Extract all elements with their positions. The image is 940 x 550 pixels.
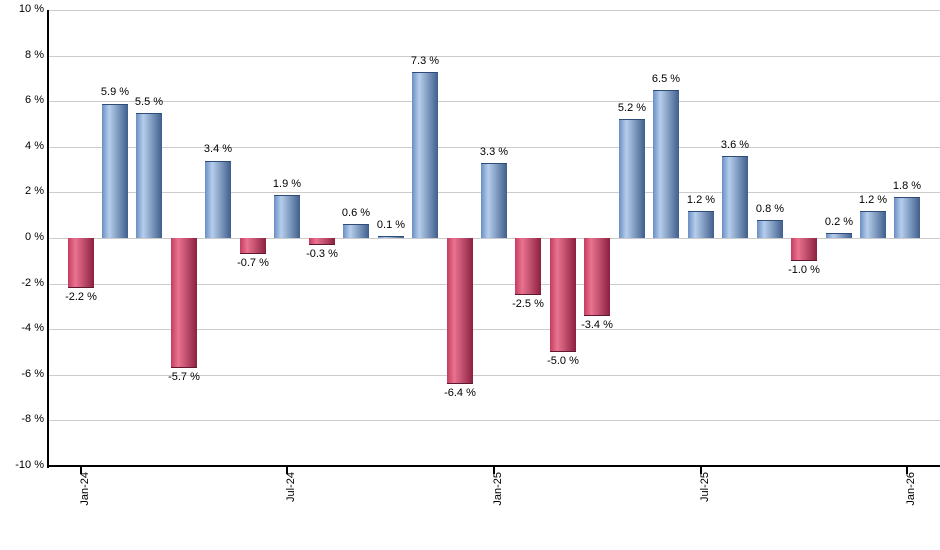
bar-value-label: 5.9 % xyxy=(100,86,130,98)
bar-value-label: -0.7 % xyxy=(237,257,269,269)
bar xyxy=(584,238,610,316)
bar xyxy=(481,162,507,238)
bar xyxy=(378,235,404,238)
bar xyxy=(136,112,162,238)
bar xyxy=(894,197,920,238)
bar xyxy=(791,238,817,261)
y-tick-label: -8 % xyxy=(21,413,44,425)
x-tick-mark xyxy=(493,467,495,474)
gridline xyxy=(48,375,940,376)
gridline xyxy=(48,420,940,421)
y-tick-label: 8 % xyxy=(25,49,44,61)
bar xyxy=(688,210,714,238)
y-tick-label: -10 % xyxy=(15,459,44,471)
bar-value-label: 5.5 % xyxy=(134,96,164,108)
x-tick-mark xyxy=(80,467,82,474)
bar-value-label: -5.7 % xyxy=(168,371,200,383)
bar xyxy=(171,238,197,368)
x-tick-label: Jan-26 xyxy=(905,472,917,506)
bar xyxy=(550,238,576,352)
bar xyxy=(412,71,438,238)
bar-value-label: 1.9 % xyxy=(272,178,302,190)
gridline xyxy=(48,284,940,285)
gridline xyxy=(48,101,940,102)
x-tick-mark xyxy=(700,467,702,474)
bar xyxy=(722,155,748,238)
bar-value-label: 6.5 % xyxy=(651,73,681,85)
bar xyxy=(274,194,300,238)
y-tick-label: 2 % xyxy=(25,185,44,197)
bar-value-label: 1.2 % xyxy=(858,194,888,206)
bar xyxy=(619,119,645,238)
bar-value-label: 0.2 % xyxy=(824,216,854,228)
bar-value-label: 5.2 % xyxy=(617,102,647,114)
bar-value-label: -6.4 % xyxy=(444,387,476,399)
bar-value-label: 3.4 % xyxy=(203,143,233,155)
bar xyxy=(757,219,783,238)
x-tick-mark xyxy=(906,467,908,474)
bar xyxy=(240,238,266,254)
bar xyxy=(826,233,852,238)
y-tick-label: 0 % xyxy=(25,231,44,243)
bar-value-label: 0.8 % xyxy=(755,203,785,215)
bar xyxy=(68,238,94,289)
bar-value-label: 1.8 % xyxy=(892,180,922,192)
y-tick-label: -4 % xyxy=(21,322,44,334)
x-axis-line xyxy=(47,465,940,467)
bar-value-label: 1.2 % xyxy=(686,194,716,206)
bar-value-label: 0.1 % xyxy=(376,219,406,231)
bar-value-label: 7.3 % xyxy=(410,55,440,67)
bar-value-label: 3.6 % xyxy=(720,139,750,151)
gridline xyxy=(48,329,940,330)
x-tick-label: Jan-25 xyxy=(492,472,504,506)
bar xyxy=(102,103,128,238)
bar-value-label: -1.0 % xyxy=(788,264,820,276)
y-tick-label: -2 % xyxy=(21,277,44,289)
bar xyxy=(860,210,886,238)
x-tick-mark xyxy=(286,467,288,474)
y-tick-label: -6 % xyxy=(21,368,44,380)
bar-value-label: -5.0 % xyxy=(547,355,579,367)
bar xyxy=(515,238,541,295)
y-tick-label: 10 % xyxy=(18,3,44,15)
bar-value-label: -2.5 % xyxy=(512,298,544,310)
bar-value-label: 3.3 % xyxy=(479,146,509,158)
gridline xyxy=(48,56,940,57)
y-tick-label: 6 % xyxy=(25,94,44,106)
bar-value-label: -2.2 % xyxy=(65,291,97,303)
x-tick-label: Jul-25 xyxy=(699,472,711,502)
x-tick-label: Jul-24 xyxy=(285,472,297,502)
bar xyxy=(653,89,679,238)
x-tick-label: Jan-24 xyxy=(79,472,91,506)
bar-value-label: -0.3 % xyxy=(306,248,338,260)
bar xyxy=(205,160,231,238)
y-axis-line xyxy=(47,10,49,468)
bar xyxy=(343,224,369,238)
bar xyxy=(309,238,335,245)
bar xyxy=(447,238,473,384)
bar-value-label: -3.4 % xyxy=(581,319,613,331)
gridline xyxy=(48,238,940,239)
bar-value-label: 0.6 % xyxy=(341,207,371,219)
gridline xyxy=(48,147,940,148)
y-tick-label: 4 % xyxy=(25,140,44,152)
gridline xyxy=(48,10,940,11)
